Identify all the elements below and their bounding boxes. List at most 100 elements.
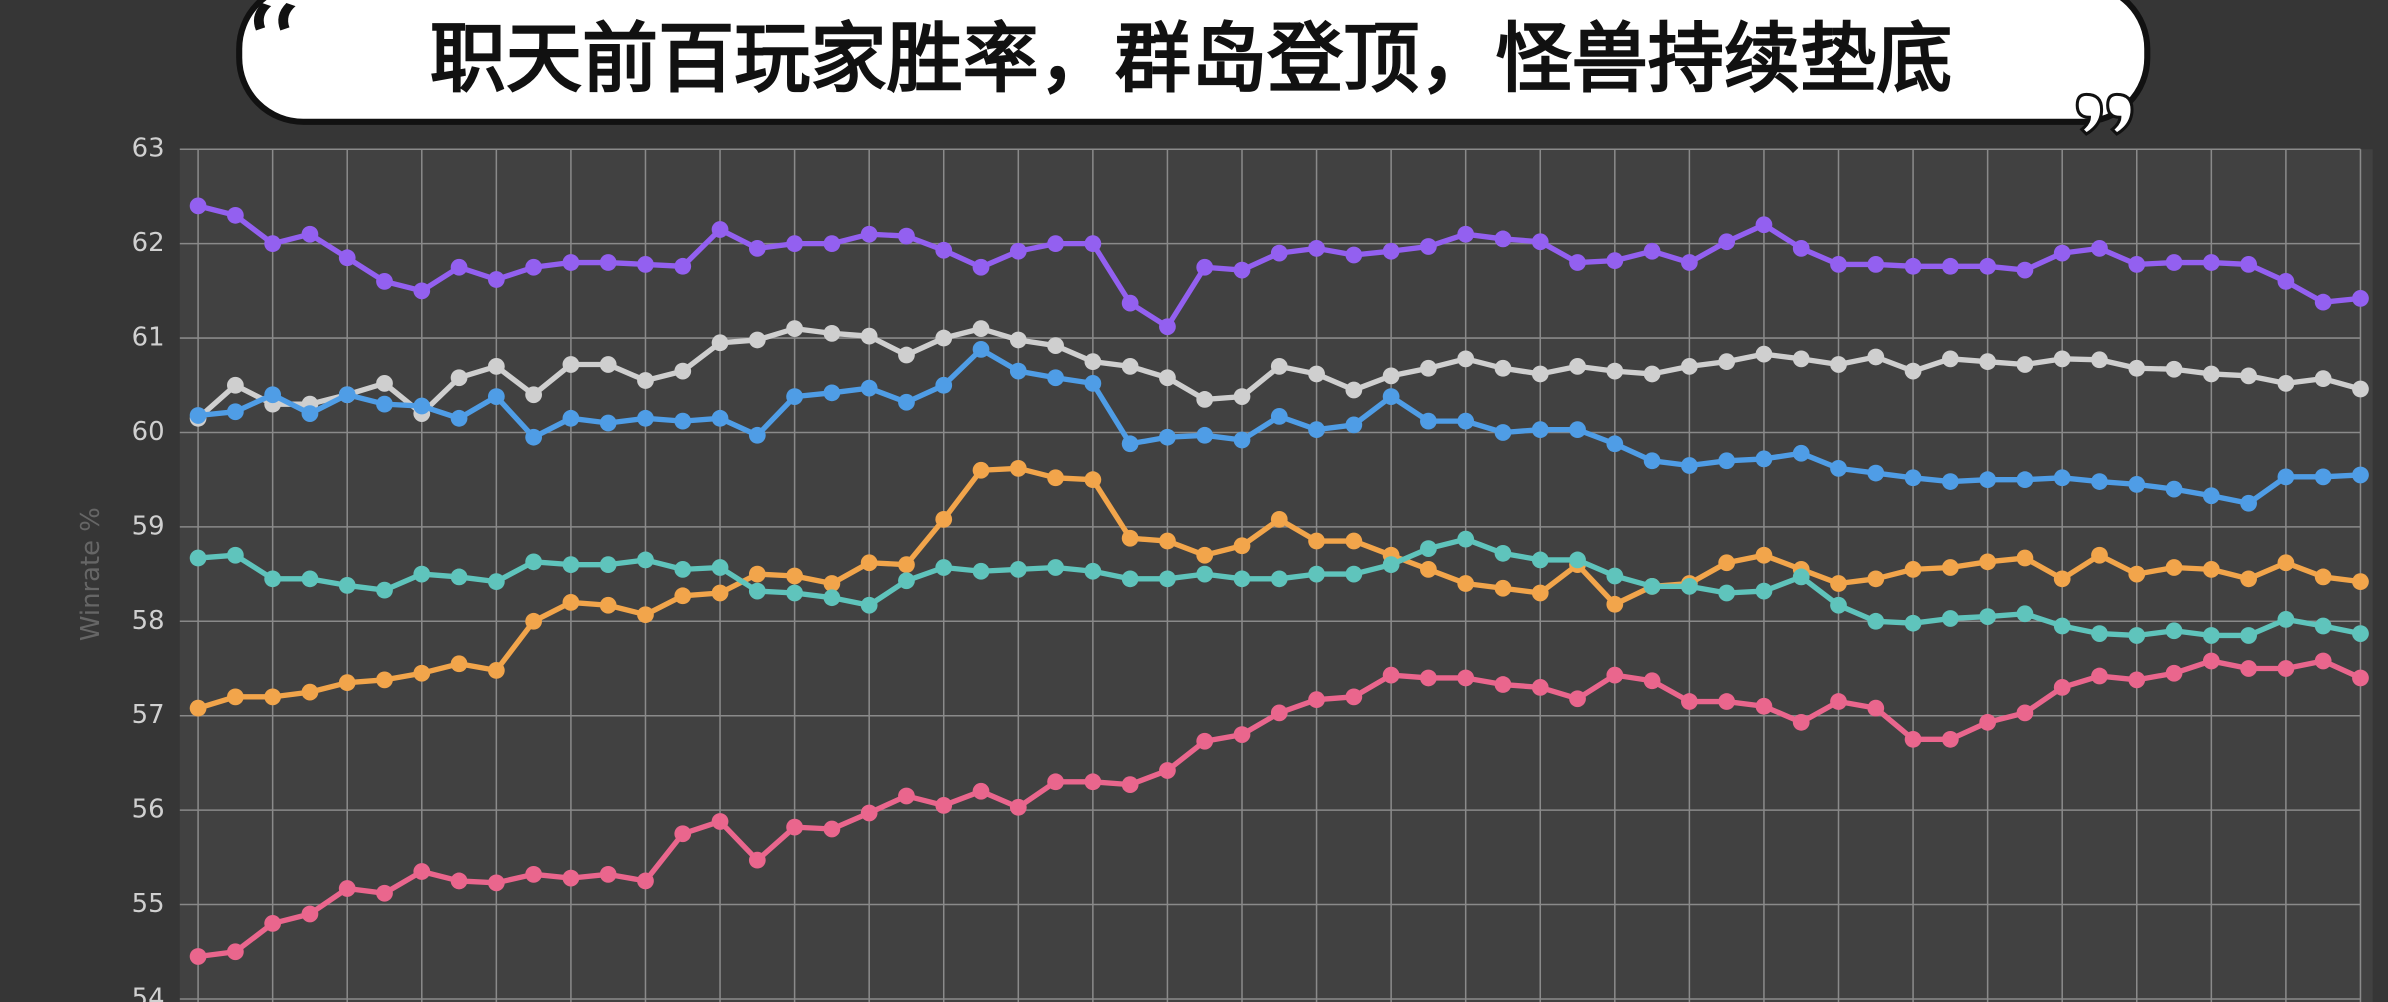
data-point xyxy=(1308,239,1325,257)
data-point xyxy=(1643,242,1661,260)
data-point xyxy=(1979,713,1997,731)
y-tick-label: 55 xyxy=(132,889,165,919)
data-point xyxy=(1830,256,1847,273)
data-point xyxy=(1569,551,1586,569)
data-point xyxy=(1830,596,1847,614)
data-point xyxy=(599,556,617,574)
data-point xyxy=(1830,693,1847,710)
data-point xyxy=(1270,704,1288,722)
data-point xyxy=(2165,480,2183,498)
data-point xyxy=(1681,358,1698,375)
data-point xyxy=(2128,565,2146,583)
data-point xyxy=(2165,559,2183,576)
data-point xyxy=(1159,428,1176,446)
data-point xyxy=(1606,252,1624,270)
data-point xyxy=(1345,532,1363,550)
data-point xyxy=(972,782,990,800)
data-point xyxy=(1531,365,1549,383)
data-point xyxy=(264,915,282,932)
data-point xyxy=(1308,565,1325,583)
data-point xyxy=(1308,532,1325,550)
data-point xyxy=(972,562,990,580)
data-point xyxy=(935,510,953,528)
y-tick-label: 56 xyxy=(132,795,165,825)
data-point xyxy=(2352,625,2369,642)
data-point xyxy=(1941,730,1959,748)
data-point xyxy=(1308,421,1325,439)
data-point xyxy=(1904,469,1922,487)
data-point xyxy=(674,257,692,275)
data-point xyxy=(1867,348,1885,366)
data-point xyxy=(413,282,431,300)
data-point xyxy=(823,589,841,607)
data-point xyxy=(823,575,841,592)
data-point xyxy=(1755,216,1773,234)
data-point xyxy=(189,197,207,215)
data-point xyxy=(413,397,431,415)
data-point xyxy=(376,581,393,599)
data-point xyxy=(2053,570,2071,588)
data-point xyxy=(2165,664,2183,682)
data-point xyxy=(1755,345,1773,363)
data-point xyxy=(525,428,543,446)
data-point xyxy=(2128,256,2146,273)
data-point xyxy=(1047,469,1064,487)
y-tick-label: 61 xyxy=(132,323,165,353)
data-point xyxy=(674,362,692,380)
data-point xyxy=(599,414,617,432)
data-point xyxy=(301,405,319,422)
data-point xyxy=(2352,573,2369,591)
y-tick-label: 63 xyxy=(132,134,165,164)
data-point xyxy=(1457,225,1475,243)
data-point xyxy=(786,235,803,253)
data-point xyxy=(1643,672,1661,690)
data-point xyxy=(487,388,505,405)
data-point xyxy=(1159,762,1176,779)
data-point xyxy=(2277,273,2295,290)
data-point xyxy=(637,872,654,890)
data-point xyxy=(2091,546,2108,564)
data-point xyxy=(1904,257,1922,275)
data-point xyxy=(1904,730,1922,748)
data-point xyxy=(674,412,692,430)
data-point xyxy=(711,584,729,602)
data-point xyxy=(823,384,841,402)
data-point xyxy=(935,797,953,814)
data-point xyxy=(2053,617,2071,635)
data-point xyxy=(935,329,953,347)
data-point xyxy=(1009,459,1027,477)
data-point xyxy=(1121,294,1139,312)
data-point xyxy=(637,551,654,569)
data-point xyxy=(376,375,393,392)
data-point xyxy=(1867,699,1885,717)
data-point xyxy=(1159,532,1176,550)
data-point xyxy=(599,596,617,614)
y-tick-label: 60 xyxy=(132,417,165,447)
data-point xyxy=(1941,350,1959,368)
data-point xyxy=(972,461,990,479)
data-point xyxy=(637,256,654,273)
data-point xyxy=(562,556,580,574)
data-point xyxy=(1643,452,1661,470)
data-point xyxy=(1345,416,1363,434)
data-point xyxy=(860,327,878,345)
data-point xyxy=(637,409,654,427)
data-point xyxy=(1531,584,1549,602)
data-point xyxy=(264,386,282,404)
data-point xyxy=(487,271,505,288)
data-point xyxy=(935,241,953,259)
data-point xyxy=(1121,358,1139,375)
data-point xyxy=(2091,625,2108,642)
data-point xyxy=(972,320,990,337)
data-point xyxy=(487,358,505,375)
y-tick-label: 62 xyxy=(132,228,165,258)
data-point xyxy=(860,596,878,614)
data-point xyxy=(1233,726,1251,743)
data-point xyxy=(1420,412,1437,430)
data-point xyxy=(450,409,468,427)
data-point xyxy=(1494,676,1512,693)
data-point xyxy=(1941,610,1959,627)
data-point xyxy=(1121,570,1139,588)
data-point xyxy=(1270,358,1288,375)
data-point xyxy=(748,426,766,444)
